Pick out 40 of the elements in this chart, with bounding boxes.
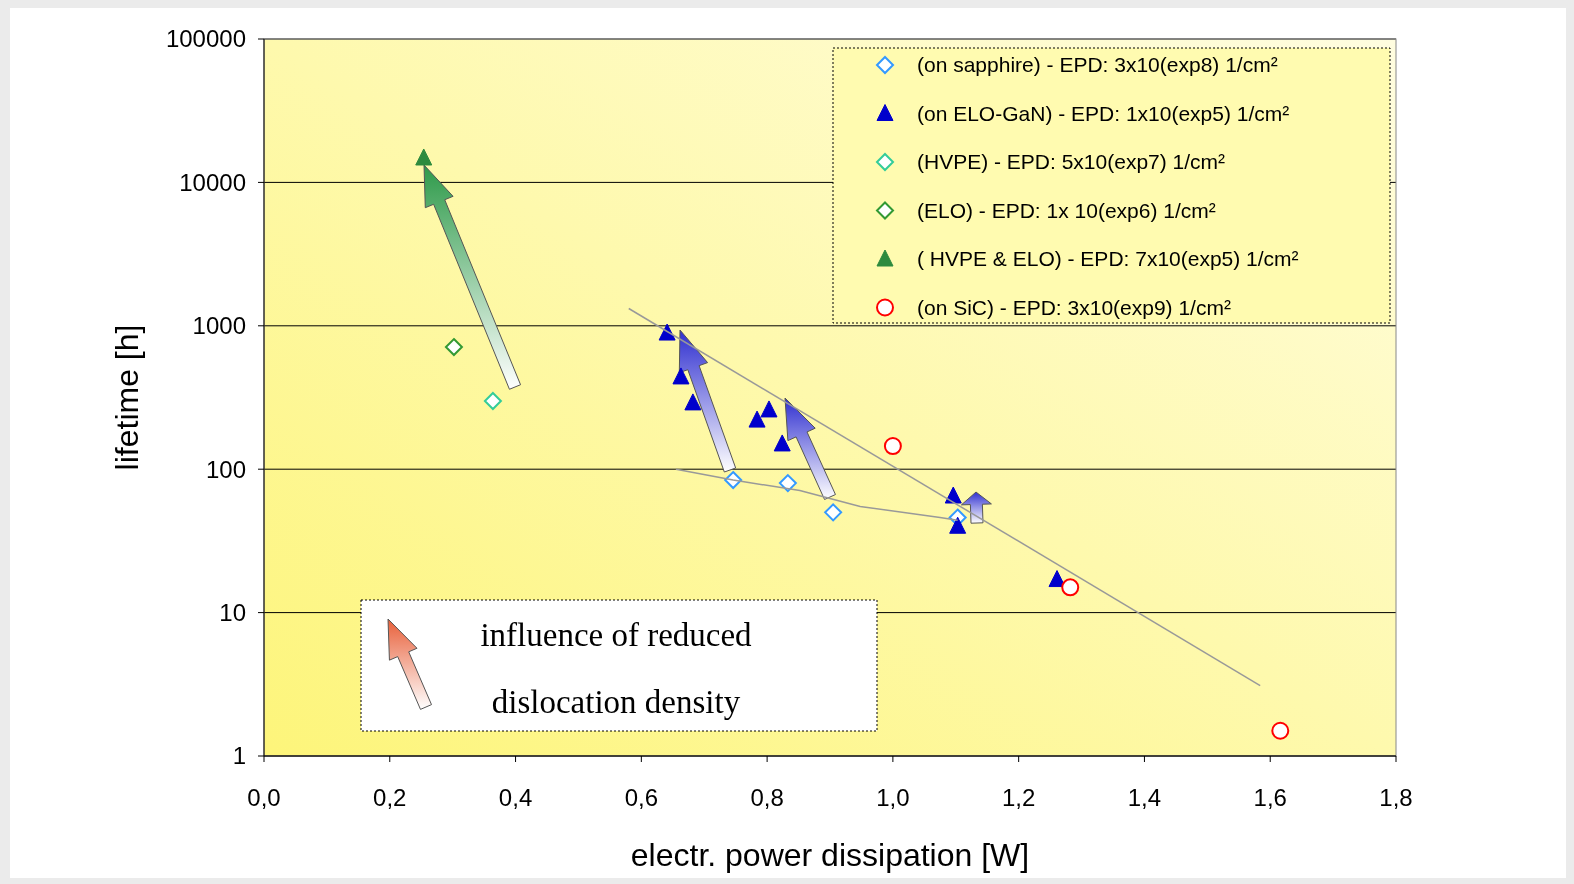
point [949, 516, 967, 534]
legend-label: ( HVPE & ELO) - EPD: 7x10(exp5) 1/cm² [917, 247, 1299, 271]
y-axis-title: lifetime [h] [109, 324, 145, 471]
x-axis-title: electr. power dissipation [W] [630, 837, 1030, 873]
point [778, 474, 797, 493]
x-tick-label: 1,2 [1001, 784, 1036, 811]
legend-label: (HVPE) - EPD: 5x10(exp7) 1/cm² [917, 150, 1226, 174]
x-tick-label: 1,4 [1127, 784, 1162, 811]
point [773, 434, 791, 452]
y-tick-label: 100 [205, 455, 246, 483]
point [883, 437, 902, 456]
legend-label: (on ELO-GaN) - EPD: 1x10(exp5) 1/cm² [917, 101, 1290, 125]
x-tick-label: 0,0 [247, 784, 281, 811]
x-tick-label: 0,2 [373, 784, 407, 811]
y-tick-label: 100000 [165, 25, 246, 53]
x-tick-label: 0,8 [750, 784, 784, 811]
point [684, 393, 702, 411]
point [824, 503, 843, 522]
legend-label: (on SiC) - EPD: 3x10(exp9) 1/cm² [917, 295, 1231, 319]
x-tick-label: 0,6 [624, 784, 659, 811]
point [672, 367, 690, 385]
x-tick-label: 1,8 [1379, 784, 1413, 811]
legend-label: (ELO) - EPD: 1x 10(exp6) 1/cm² [917, 198, 1216, 222]
x-tick-label: 1,6 [1253, 784, 1287, 811]
legend-label: (on sapphire) - EPD: 3x10(exp8) 1/cm² [917, 53, 1278, 77]
annotation: influence of reduced [480, 617, 753, 653]
y-tick-label: 10000 [179, 168, 246, 196]
point [748, 410, 766, 428]
y-tick-label: 1 [232, 742, 246, 770]
point [760, 400, 778, 418]
y-tick-label: 1000 [192, 312, 246, 340]
x-tick-label: 0,4 [498, 784, 533, 811]
point [1061, 578, 1080, 597]
x-tick-label: 1,0 [876, 784, 910, 811]
annotation: dislocation density [491, 684, 741, 720]
point [483, 391, 502, 410]
point [415, 148, 433, 166]
point [1271, 721, 1290, 740]
y-tick-label: 10 [219, 599, 246, 626]
point [444, 338, 463, 357]
